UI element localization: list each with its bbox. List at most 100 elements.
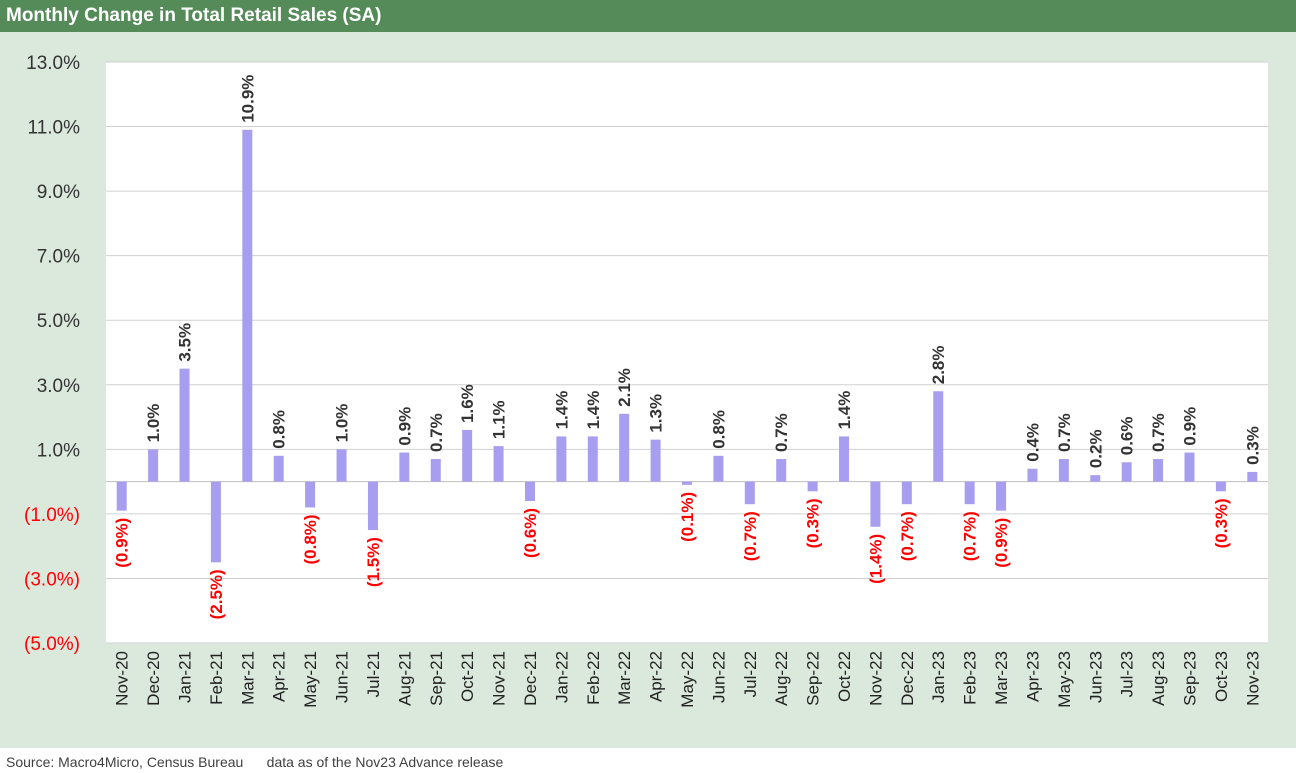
data-label: 1.4% [584, 391, 603, 430]
x-tick-label: May-23 [1055, 651, 1074, 708]
data-label: 0.9% [1180, 407, 1199, 446]
bar [996, 481, 1007, 511]
title-bar: Monthly Change in Total Retail Sales (SA… [0, 0, 1296, 32]
data-label: 1.1% [490, 400, 509, 439]
bar [1215, 481, 1226, 492]
data-label: (0.9%) [992, 518, 1011, 568]
data-label: 3.5% [176, 323, 195, 362]
footer: Source: Macro4Micro, Census Bureau data … [0, 748, 1296, 773]
x-tick-label: Oct-22 [835, 651, 854, 702]
x-tick-label: Apr-23 [1023, 651, 1042, 702]
data-label: 0.7% [427, 413, 446, 452]
x-tick-label: Feb-22 [584, 651, 603, 705]
data-label: 1.0% [333, 404, 352, 443]
bar [964, 481, 975, 505]
data-label: (0.7%) [961, 511, 980, 561]
x-tick-label: Aug-21 [395, 651, 414, 706]
bar [242, 129, 253, 482]
bar [682, 481, 692, 485]
x-tick-label: Mar-21 [238, 651, 257, 705]
bar [430, 459, 441, 482]
x-tick-label: Jul-23 [1118, 651, 1137, 697]
data-label: 0.7% [1055, 413, 1074, 452]
bar [933, 391, 944, 482]
data-label: (0.7%) [898, 511, 917, 561]
x-tick-label: Feb-23 [961, 651, 980, 705]
bar [273, 455, 284, 482]
bar [776, 459, 787, 482]
y-tick-label: 13.0% [26, 53, 80, 74]
y-tick-label: 7.0% [37, 247, 80, 268]
bar [210, 481, 221, 563]
data-label: 2.8% [929, 345, 948, 384]
data-label: 10.9% [238, 75, 257, 123]
bar [713, 455, 724, 482]
y-tick-label: (1.0%) [24, 505, 80, 526]
y-tick-label: 3.0% [37, 376, 80, 397]
data-label: 2.1% [615, 368, 634, 407]
bar [1058, 459, 1069, 482]
data-label: (0.3%) [1212, 498, 1231, 548]
x-tick-label: Jun-23 [1086, 651, 1105, 703]
bar [116, 481, 127, 511]
data-label: 1.4% [835, 391, 854, 430]
x-tick-label: Oct-21 [458, 651, 477, 702]
data-label: (0.6%) [521, 508, 540, 558]
bar [462, 429, 473, 482]
bar [650, 439, 661, 482]
source-note: Source: Macro4Micro, Census Bureau data … [6, 754, 504, 770]
plot-area [106, 62, 1268, 643]
data-label: 0.9% [395, 407, 414, 446]
data-label: (0.7%) [741, 511, 760, 561]
bar [870, 481, 881, 527]
chart-title: Monthly Change in Total Retail Sales (SA… [6, 5, 382, 26]
bar [807, 481, 818, 492]
data-label: (1.4%) [866, 534, 885, 584]
bar [619, 413, 630, 482]
data-label: (0.8%) [301, 514, 320, 564]
data-label: 0.7% [772, 413, 791, 452]
x-tick-label: Jun-21 [333, 651, 352, 703]
x-tick-label: Jul-22 [741, 651, 760, 697]
x-tick-label: Aug-23 [1149, 651, 1168, 706]
y-tick-label: 9.0% [37, 182, 80, 203]
x-tick-label: Sep-23 [1180, 651, 1199, 706]
x-tick-label: Dec-22 [898, 651, 917, 706]
bar [901, 481, 912, 505]
data-label: 0.7% [1149, 413, 1168, 452]
data-label: 1.6% [458, 384, 477, 423]
x-tick-label: Jun-22 [709, 651, 728, 703]
bar-chart: 13.0% 11.0% 9.0% 7.0% 5.0% 3.0% 1.0% (1.0%) (3.0… [24, 53, 1268, 708]
x-tick-label: Jan-22 [552, 651, 571, 703]
bar [1027, 468, 1038, 482]
y-tick-label: 1.0% [37, 440, 80, 461]
y-tick-label: 11.0% [28, 118, 81, 139]
x-tick-label: Dec-21 [521, 651, 540, 706]
bar [493, 446, 504, 482]
y-tick-label: (5.0%) [24, 634, 80, 655]
bar [1121, 462, 1132, 482]
data-label: 1.0% [144, 404, 163, 443]
x-tick-label: Apr-21 [270, 651, 289, 702]
bar [556, 436, 567, 482]
x-tick-label: Nov-20 [113, 651, 132, 706]
x-tick-label: Jul-21 [364, 651, 383, 697]
bar [1184, 452, 1195, 482]
x-tick-label: Mar-22 [615, 651, 634, 705]
bar [1153, 459, 1164, 482]
x-tick-label: Feb-21 [207, 651, 226, 705]
data-label: 0.8% [709, 410, 728, 449]
data-label: (2.5%) [207, 569, 226, 619]
data-label: 0.3% [1243, 426, 1262, 465]
y-tick-label: (3.0%) [24, 569, 80, 590]
x-tick-label: Dec-20 [144, 651, 163, 706]
x-tick-label: Sep-22 [804, 651, 823, 706]
bar [336, 449, 347, 482]
bar [1247, 471, 1258, 482]
x-tick-label: Nov-23 [1243, 651, 1262, 706]
y-tick-label: 5.0% [37, 311, 80, 332]
bar [524, 481, 535, 501]
x-tick-label: May-21 [301, 651, 320, 708]
x-tick-label: Nov-22 [866, 651, 885, 706]
x-tick-label: May-22 [678, 651, 697, 708]
